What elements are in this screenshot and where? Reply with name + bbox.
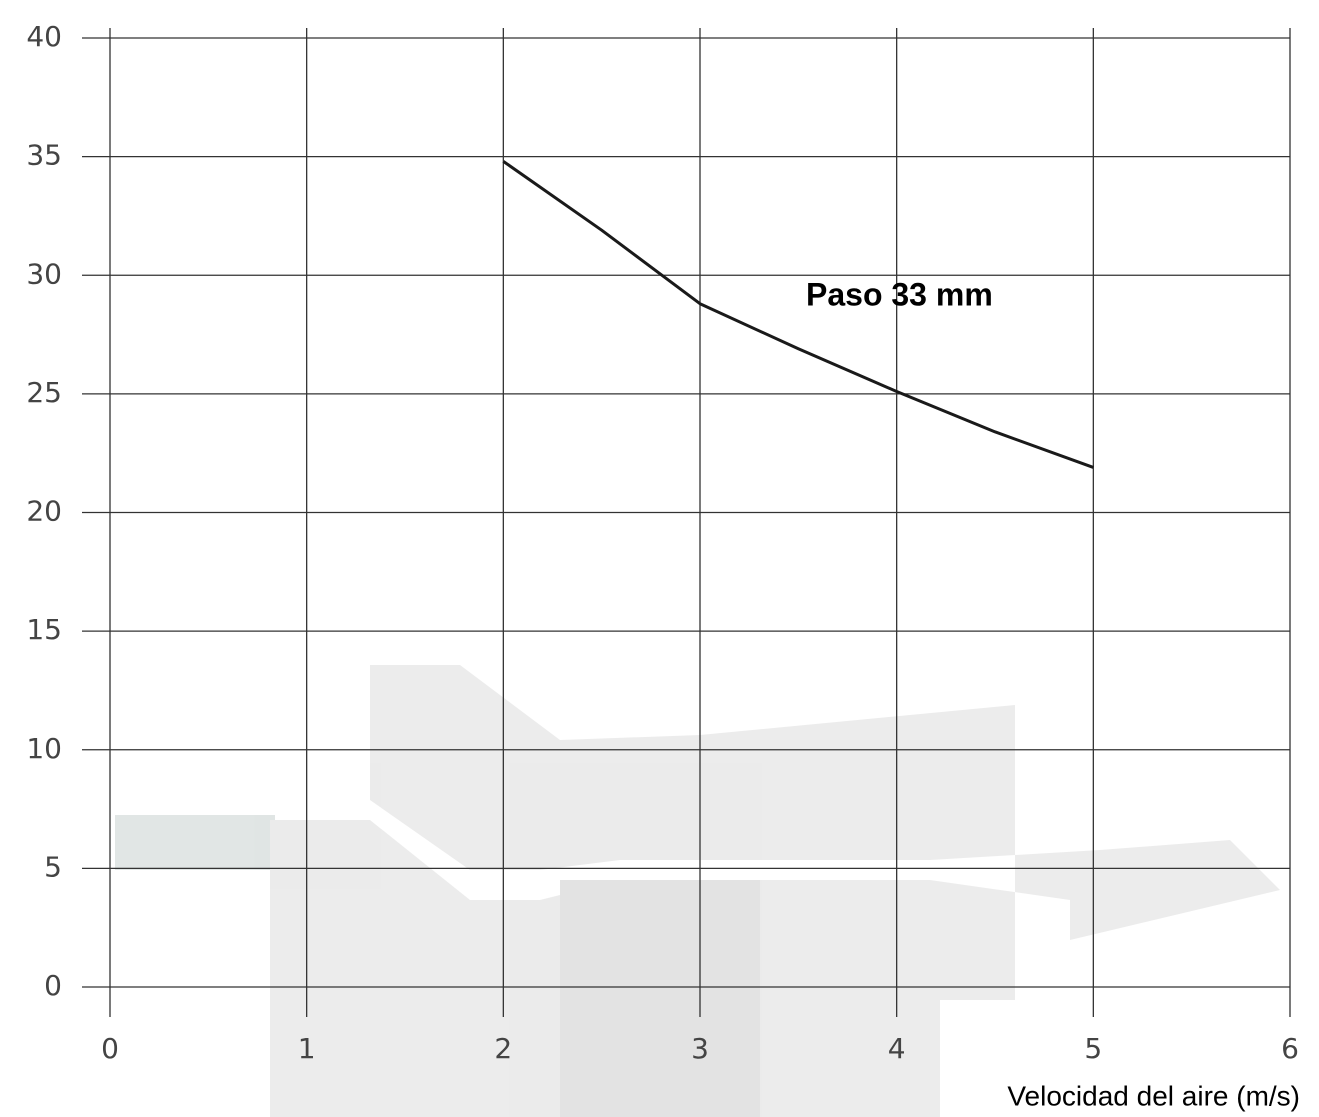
x-tick-label: 5 bbox=[1084, 1032, 1102, 1065]
axes: 0 5 10 15 20 25 30 35 40 0 1 2 3 4 5 6 bbox=[26, 20, 1299, 1065]
y-tick-label: 5 bbox=[44, 850, 62, 883]
y-tick-label: 40 bbox=[26, 20, 62, 53]
y-tick-label: 20 bbox=[26, 495, 62, 528]
x-tick-label: 1 bbox=[298, 1032, 316, 1065]
y-tick-label: 35 bbox=[26, 139, 62, 172]
data-line bbox=[502, 160, 1094, 469]
x-tick-label: 0 bbox=[101, 1032, 119, 1065]
x-axis-title: Velocidad del aire (m/s) bbox=[1007, 1080, 1300, 1111]
x-tick-label: 3 bbox=[691, 1032, 709, 1065]
x-tick-label: 2 bbox=[494, 1032, 512, 1065]
y-tick-label: 15 bbox=[26, 613, 62, 646]
y-tick-label: 0 bbox=[44, 969, 62, 1002]
x-tick-label: 4 bbox=[888, 1032, 906, 1065]
x-tick-label: 6 bbox=[1281, 1032, 1299, 1065]
y-tick-label: 10 bbox=[26, 732, 62, 765]
annotation: Paso 33 mm bbox=[806, 276, 993, 312]
y-tick-label: 30 bbox=[26, 257, 62, 290]
watermark bbox=[115, 665, 1280, 1117]
y-tick-label: 25 bbox=[26, 376, 62, 409]
